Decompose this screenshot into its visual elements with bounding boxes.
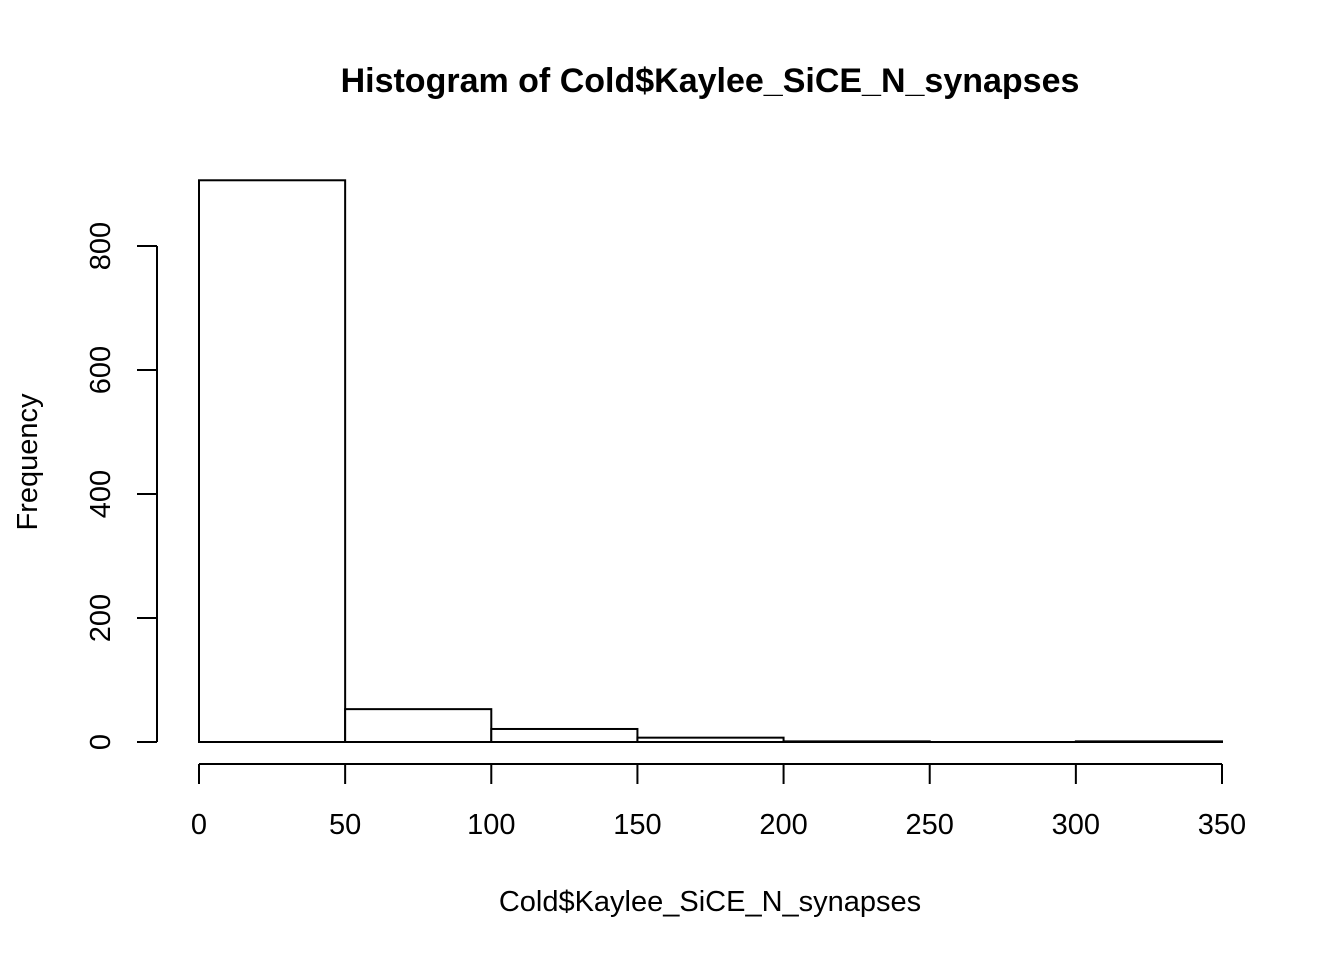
x-tick-label: 200 xyxy=(759,809,807,841)
x-tick-label: 300 xyxy=(1052,809,1100,841)
y-tick-label: 200 xyxy=(85,594,117,642)
chart-title: Histogram of Cold$Kaylee_SiCE_N_synapses xyxy=(341,62,1080,100)
y-axis-label: Frequency xyxy=(12,393,44,531)
y-tick-label: 800 xyxy=(85,222,117,270)
x-axis: 0 50 100 150 200 250 300 350 xyxy=(191,763,1246,841)
y-tick-label: 400 xyxy=(85,470,117,518)
x-axis-label: Cold$Kaylee_SiCE_N_synapses xyxy=(499,886,921,918)
x-tick-label: 350 xyxy=(1198,809,1246,841)
y-axis: 0 200 400 600 800 xyxy=(85,222,158,750)
x-tick-label: 250 xyxy=(906,809,954,841)
histogram-bar xyxy=(490,727,639,743)
x-tick-label: 150 xyxy=(613,809,661,841)
y-tick-label: 0 xyxy=(85,734,117,750)
y-tick-label: 600 xyxy=(85,346,117,394)
histogram-bar xyxy=(198,179,347,743)
histogram-bar xyxy=(344,708,493,744)
histogram-bar xyxy=(636,736,785,743)
x-tick-label: 0 xyxy=(191,809,207,841)
histogram-bar xyxy=(1074,740,1224,744)
x-tick-label: 50 xyxy=(329,809,361,841)
x-tick-label: 100 xyxy=(467,809,515,841)
bars-group xyxy=(198,179,1224,744)
histogram-bar xyxy=(782,740,931,744)
